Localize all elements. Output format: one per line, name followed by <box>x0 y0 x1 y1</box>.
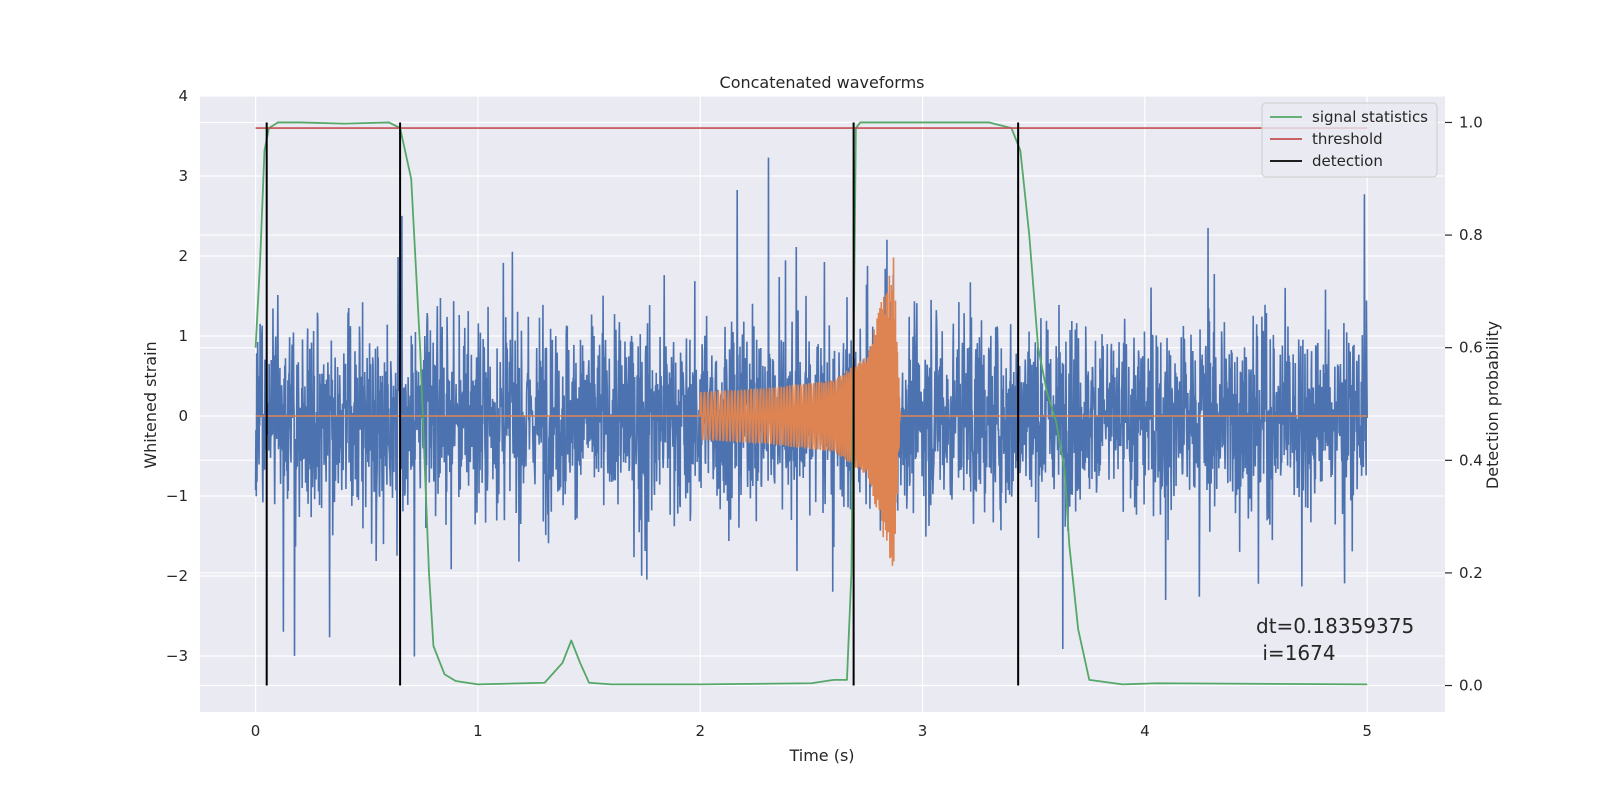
y-axis-label: Whitened strain <box>141 341 160 468</box>
y2-tick-label: 0.0 <box>1459 677 1483 695</box>
y2-tick-label: 0.4 <box>1459 451 1483 469</box>
series-injected-line <box>255 257 1368 566</box>
x-axis-label: Time (s) <box>788 746 854 765</box>
y2-tick-label: 1.0 <box>1459 113 1483 131</box>
y2-tick-label: 0.6 <box>1459 339 1483 357</box>
legend-entry-signal-statistics: signal statistics <box>1270 108 1428 126</box>
left-axis-ticks: −3 −2 −1 0 1 2 3 4 <box>166 87 188 665</box>
x-tick-label: 0 <box>251 722 261 740</box>
y-tick-label: −1 <box>166 487 188 505</box>
legend-entry-detection: detection <box>1270 152 1383 170</box>
y-tick-label: 3 <box>178 167 188 185</box>
y2-axis-label: Detection probability <box>1483 321 1502 489</box>
right-axis-ticks: 0.0 0.2 0.4 0.6 0.8 1.0 <box>1445 113 1483 695</box>
legend-entry-threshold: threshold <box>1270 130 1383 148</box>
series-layer <box>254 121 1368 686</box>
annotation-dt: dt=0.18359375 <box>1256 614 1414 638</box>
legend-label-signal-statistics: signal statistics <box>1312 108 1428 126</box>
legend: signal statistics threshold detection <box>1261 102 1438 178</box>
annotation: dt=0.18359375 i=1674 <box>1256 614 1414 665</box>
x-tick-label: 3 <box>918 722 928 740</box>
y-tick-label: 1 <box>178 327 188 345</box>
legend-label-detection: detection <box>1312 152 1383 170</box>
x-tick-label: 5 <box>1362 722 1372 740</box>
x-axis-ticks: 0 1 2 3 4 5 <box>251 722 1372 740</box>
series-strain-line <box>254 157 1368 657</box>
series-signal-statistics-line <box>254 121 1368 686</box>
x-tick-label: 4 <box>1140 722 1150 740</box>
y-tick-label: 2 <box>178 247 188 265</box>
y-tick-label: −3 <box>166 647 188 665</box>
y-tick-label: −2 <box>166 567 188 585</box>
x-tick-label: 2 <box>695 722 705 740</box>
y-tick-label: 4 <box>178 87 188 105</box>
y-tick-label: 0 <box>178 407 188 425</box>
x-tick-label: 1 <box>473 722 483 740</box>
y2-tick-label: 0.8 <box>1459 226 1483 244</box>
legend-label-threshold: threshold <box>1312 130 1383 148</box>
y2-tick-label: 0.2 <box>1459 564 1483 582</box>
chart-title: Concatenated waveforms <box>720 73 925 92</box>
annotation-i: i=1674 <box>1256 641 1336 665</box>
legend-box <box>1261 102 1438 178</box>
